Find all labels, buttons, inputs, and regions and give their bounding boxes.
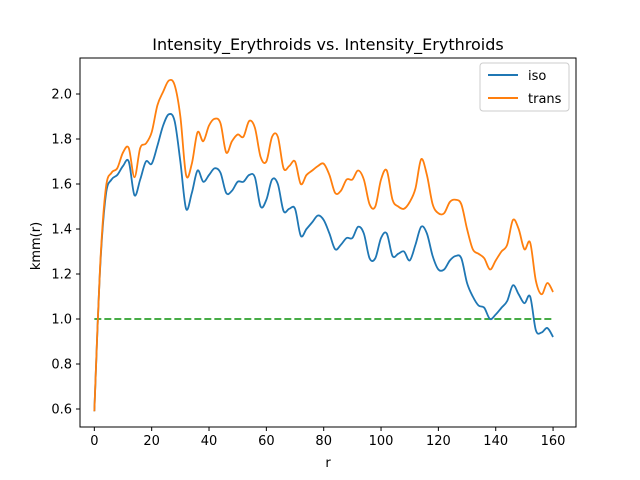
x-axis-label: r bbox=[325, 456, 331, 471]
x-tick-label: 40 bbox=[201, 434, 218, 449]
y-tick-label: 1.2 bbox=[51, 268, 72, 283]
x-tick-label: 20 bbox=[143, 434, 160, 449]
legend-label-trans: trans bbox=[528, 92, 562, 107]
y-tick-label: 0.6 bbox=[51, 403, 72, 418]
series-line-iso bbox=[93, 112, 554, 412]
series-line-trans bbox=[93, 78, 554, 412]
y-axis: 0.6 0.8 1.0 1.2 1.4 1.6 1.8 2.0 bbox=[51, 88, 80, 418]
x-tick-label: 100 bbox=[369, 434, 394, 449]
x-tick-label: 120 bbox=[426, 434, 451, 449]
y-tick-label: 1.8 bbox=[51, 133, 72, 148]
x-tick-label: 140 bbox=[483, 434, 508, 449]
y-tick-label: 2.0 bbox=[51, 88, 72, 103]
chart-title: Intensity_Erythroids vs. Intensity_Eryth… bbox=[152, 35, 503, 55]
plot-frame bbox=[79, 57, 577, 428]
y-tick-label: 1.0 bbox=[51, 313, 72, 328]
legend-label-iso: iso bbox=[528, 69, 546, 84]
x-tick-label: 80 bbox=[315, 434, 332, 449]
y-tick-label: 0.8 bbox=[51, 358, 72, 373]
series-lines bbox=[93, 78, 554, 412]
x-tick-label: 60 bbox=[258, 434, 275, 449]
x-tick-label: 160 bbox=[541, 434, 566, 449]
y-axis-label: kmm(r) bbox=[29, 222, 44, 270]
x-axis: 0 20 40 60 80 100 120 140 160 bbox=[90, 427, 565, 449]
plot-area bbox=[79, 57, 577, 428]
y-tick-label: 1.6 bbox=[51, 178, 72, 193]
x-tick-label: 0 bbox=[90, 434, 98, 449]
y-tick-label: 1.4 bbox=[51, 223, 72, 238]
legend: iso trans bbox=[479, 62, 570, 112]
